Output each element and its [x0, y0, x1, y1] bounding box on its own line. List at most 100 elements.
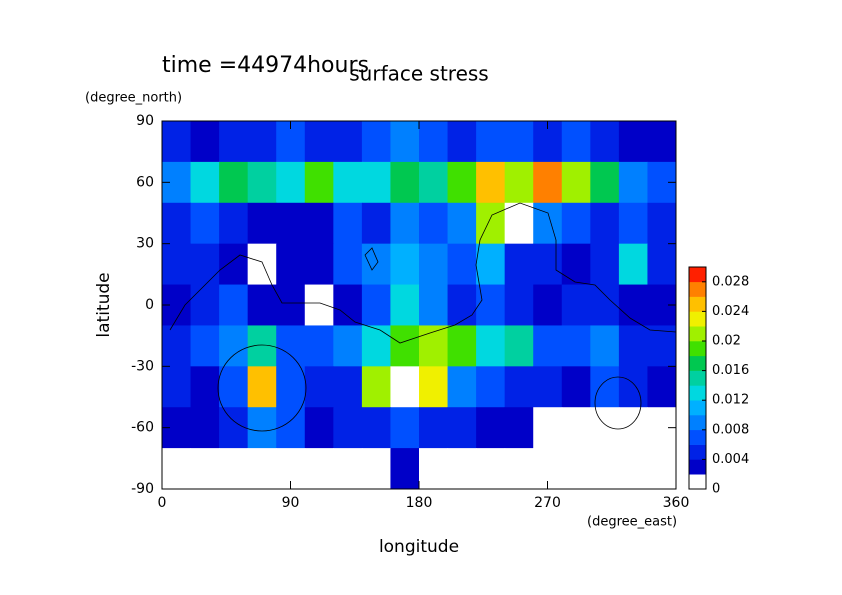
- contour-cell: [504, 202, 534, 245]
- contour-cell: [504, 121, 534, 163]
- colorbar-segment: [689, 459, 706, 475]
- contour-cell: [219, 202, 249, 245]
- contour-cell: [390, 407, 420, 449]
- contour-cell: [476, 243, 506, 286]
- contour-cell: [561, 161, 591, 204]
- colorbar-segment: [689, 355, 706, 371]
- contour-cell: [419, 448, 449, 490]
- x-tick-label: 270: [534, 495, 561, 511]
- contour-cell: [590, 243, 620, 286]
- y-tick-label: -30: [131, 358, 154, 374]
- contour-cell: [476, 448, 506, 490]
- contour-cell: [476, 366, 506, 408]
- contour-cell: [190, 161, 220, 204]
- contour-cell: [190, 407, 220, 449]
- contour-cell: [561, 243, 591, 286]
- contour-cell: [590, 407, 620, 449]
- contour-cell: [447, 284, 477, 326]
- contour-cell: [162, 448, 192, 490]
- contour-cell: [533, 243, 563, 286]
- contour-cell: [304, 202, 334, 245]
- contour-cell: [333, 161, 363, 204]
- contour-cell: [447, 121, 477, 163]
- contour-cell: [647, 121, 677, 163]
- contour-cell: [618, 366, 648, 408]
- contour-cell: [419, 325, 449, 367]
- x-tick-label: 90: [282, 495, 300, 511]
- contour-cell: [276, 407, 306, 449]
- contour-cell: [476, 284, 506, 326]
- contour-cell: [162, 202, 192, 245]
- x-tick-label: 180: [406, 495, 433, 511]
- contour-cell: [304, 121, 334, 163]
- y-tick-label: 60: [136, 174, 154, 190]
- contour-cell: [504, 407, 534, 449]
- colorbar-tick-label: 0.008: [712, 422, 749, 437]
- contour-cell: [304, 284, 334, 326]
- contour-cell: [361, 202, 391, 245]
- colorbar-tick-label: 0: [712, 482, 720, 497]
- contour-cell: [219, 284, 249, 326]
- coast: [217, 344, 307, 432]
- colorbar-tick-label: 0.028: [712, 274, 749, 289]
- contour-cell: [276, 366, 306, 408]
- contour-cell: [333, 366, 363, 408]
- coast: [364, 247, 379, 271]
- contour-cell: [333, 202, 363, 245]
- colorbar-segment: [689, 385, 706, 401]
- y-tick-label: -90: [131, 481, 154, 497]
- contour-cell: [276, 202, 306, 245]
- colorbar-segment: [689, 311, 706, 327]
- colorbar-segment: [689, 415, 706, 431]
- contour-cell: [618, 202, 648, 245]
- contour-cell: [219, 325, 249, 367]
- contour-cell: [162, 325, 192, 367]
- contour-cell: [304, 161, 334, 204]
- contour-cell: [390, 121, 420, 163]
- contour-cell: [333, 407, 363, 449]
- colorbar-segment: [689, 474, 706, 490]
- x-axis-label: longitude: [379, 537, 459, 557]
- contour-cell: [276, 243, 306, 286]
- contour-cell: [504, 284, 534, 326]
- contour-cell: [504, 448, 534, 490]
- contour-cell: [247, 202, 277, 245]
- contour-cell: [533, 407, 563, 449]
- y-tick-label: -60: [131, 420, 154, 436]
- contour-cell: [590, 202, 620, 245]
- contour-cell: [618, 325, 648, 367]
- contour-cell: [190, 366, 220, 408]
- y-units: (degree_north): [85, 91, 182, 106]
- contour-cell: [590, 284, 620, 326]
- contour-cell: [361, 407, 391, 449]
- y-tick-label: 0: [145, 297, 154, 313]
- colorbar-segment: [689, 341, 706, 357]
- contour-cell: [190, 121, 220, 163]
- contour-cell: [476, 121, 506, 163]
- contour-cell: [618, 161, 648, 204]
- colorbar-segment: [689, 296, 706, 312]
- contour-cell: [333, 243, 363, 286]
- contour-cell: [361, 161, 391, 204]
- contour-cell: [618, 121, 648, 163]
- colorbar-segment: [689, 267, 706, 283]
- contour-cell: [190, 202, 220, 245]
- contour-field: [162, 121, 677, 490]
- contour-cell: [618, 448, 648, 490]
- contour-cell: [190, 243, 220, 286]
- contour-cell: [561, 284, 591, 326]
- contour-cell: [390, 366, 420, 408]
- contour-cell: [590, 161, 620, 204]
- contour-cell: [219, 121, 249, 163]
- contour-cell: [447, 202, 477, 245]
- contour-cell: [447, 325, 477, 367]
- contour-cell: [447, 161, 477, 204]
- contour-cell: [561, 121, 591, 163]
- contour-cell: [361, 121, 391, 163]
- contour-cell: [533, 325, 563, 367]
- contour-cell: [304, 366, 334, 408]
- contour-cell: [219, 243, 249, 286]
- chart-title: surface stress: [349, 62, 488, 86]
- contour-cell: [361, 325, 391, 367]
- contour-cell: [390, 325, 420, 367]
